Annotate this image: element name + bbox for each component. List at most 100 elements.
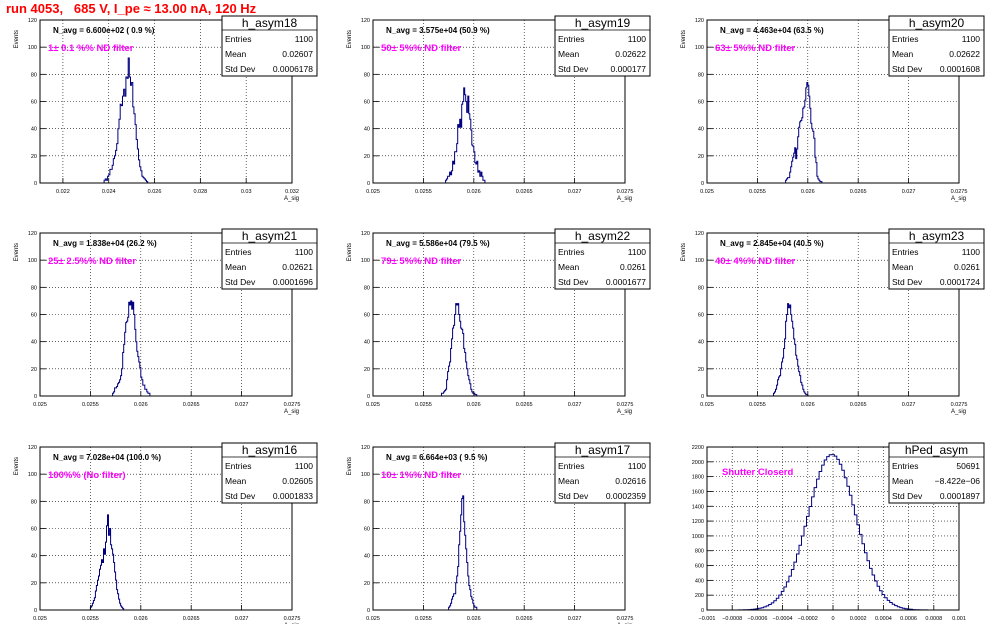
stats-label: Mean xyxy=(225,49,247,59)
y-tick-label: 120 xyxy=(361,445,370,451)
filter-label: 79± 5%% ND filter xyxy=(381,256,461,267)
histogram-line xyxy=(441,303,478,396)
histogram-pad: 0.025 0.0255 0.026 0.0265 0.027 0.0275 0 20 40 60… xyxy=(681,228,985,415)
y-tick-label: 100 xyxy=(361,258,370,264)
y-tick-label: 0 xyxy=(367,181,370,187)
stats-box xyxy=(221,15,318,77)
stats-label: Std Dev xyxy=(558,277,589,287)
x-tick-label: 0.0275 xyxy=(951,402,968,408)
y-tick-label: 0 xyxy=(701,608,704,614)
stats-box xyxy=(554,228,651,290)
stats-box xyxy=(888,228,985,290)
stats-label: Entries xyxy=(892,461,918,471)
y-tick-label: 1200 xyxy=(692,519,704,525)
x-tick-label: 0.0255 xyxy=(82,616,99,622)
filter-label: 100%% (No filter) xyxy=(48,470,126,481)
stats-label: Entries xyxy=(558,247,584,257)
x-tick-label: 0.025 xyxy=(366,189,380,195)
filter-label: 25± 2.5%% ND filter xyxy=(48,256,136,267)
histogram-pad: 0.025 0.0255 0.026 0.0265 0.027 0.0275 0 20 40 60… xyxy=(347,228,651,415)
stats-label: Std Dev xyxy=(558,64,589,74)
stats-value: −8.422e−06 xyxy=(935,476,981,486)
navg-label: N_avg = 3.575e+04 (50.9 %) xyxy=(386,26,490,35)
stats-label: Mean xyxy=(558,476,580,486)
y-axis-label: Events xyxy=(347,457,353,475)
x-tick-label: −0.001 xyxy=(699,616,716,622)
x-tick-label: 0.0275 xyxy=(951,189,968,195)
y-tick-label: 40 xyxy=(364,554,370,560)
stats-label: Mean xyxy=(892,49,914,59)
stats-box xyxy=(221,228,318,290)
x-tick-label: −0.0006 xyxy=(747,616,767,622)
y-tick-label: 1000 xyxy=(692,534,704,540)
x-tick-label: 0.026 xyxy=(801,402,815,408)
x-tick-label: 0.028 xyxy=(193,189,207,195)
histogram-name: h_asym21 xyxy=(242,229,298,243)
stats-label: Std Dev xyxy=(225,277,256,287)
x-tick-label: 0.026 xyxy=(801,189,815,195)
stats-value: 0.000177 xyxy=(611,64,647,74)
histogram-line xyxy=(112,300,151,396)
y-tick-label: 60 xyxy=(31,100,37,106)
stats-label: Entries xyxy=(558,34,584,44)
y-tick-label: 40 xyxy=(364,340,370,346)
y-tick-label: 20 xyxy=(698,367,704,373)
y-tick-label: 0 xyxy=(367,394,370,400)
y-tick-label: 120 xyxy=(28,445,37,451)
x-tick-label: 0.0265 xyxy=(850,189,867,195)
x-tick-label: 0.0265 xyxy=(516,189,533,195)
x-tick-label: 0.0255 xyxy=(415,616,432,622)
x-axis-label: A_sig xyxy=(284,409,299,415)
navg-label: N_avg = 2.845e+04 (40.5 %) xyxy=(720,239,824,248)
histogram-name: h_asym19 xyxy=(575,16,631,30)
y-tick-label: 60 xyxy=(364,100,370,106)
navg-label: N_avg = 4.463e+04 (63.5 %) xyxy=(720,26,824,35)
y-tick-label: 1800 xyxy=(692,475,704,481)
y-axis-label: Events xyxy=(681,30,687,48)
stats-label: Std Dev xyxy=(225,491,256,501)
histogram-line xyxy=(103,57,149,183)
histogram-name: h_asym17 xyxy=(575,443,631,457)
stats-value: 0.0261 xyxy=(620,262,646,272)
x-tick-label: 0.025 xyxy=(366,402,380,408)
y-tick-label: 80 xyxy=(31,72,37,78)
x-tick-label: 0.024 xyxy=(102,189,116,195)
x-tick-label: 0.03 xyxy=(241,189,252,195)
stats-value: 1100 xyxy=(962,247,981,257)
y-tick-label: 80 xyxy=(31,285,37,291)
x-axis-label: A_sig xyxy=(951,196,966,202)
histogram-name: h_asym22 xyxy=(575,229,631,243)
x-tick-label: 0.0275 xyxy=(284,616,301,622)
x-tick-label: 0.0002 xyxy=(850,616,867,622)
y-tick-label: 0 xyxy=(701,181,704,187)
y-axis-label: Events xyxy=(14,457,20,475)
x-tick-label: 0.0275 xyxy=(617,402,634,408)
stats-label: Std Dev xyxy=(225,64,256,74)
stats-box xyxy=(554,15,651,77)
y-tick-label: 0 xyxy=(34,608,37,614)
stats-label: Entries xyxy=(225,461,251,471)
y-tick-label: 80 xyxy=(364,72,370,78)
stats-box xyxy=(888,442,985,504)
stats-value: 0.02616 xyxy=(615,476,646,486)
y-tick-label: 60 xyxy=(31,313,37,319)
filter-label: 50± 5%% ND filter xyxy=(381,43,461,54)
y-tick-label: 60 xyxy=(364,527,370,533)
x-tick-label: 0.026 xyxy=(467,616,481,622)
x-tick-label: 0.027 xyxy=(235,402,249,408)
y-tick-label: 60 xyxy=(698,313,704,319)
x-tick-label: 0.0265 xyxy=(183,402,200,408)
y-tick-label: 600 xyxy=(695,564,704,570)
histogram-name: h_asym20 xyxy=(909,16,965,30)
y-tick-label: 80 xyxy=(364,499,370,505)
x-tick-label: 0.026 xyxy=(148,189,162,195)
y-tick-label: 60 xyxy=(364,313,370,319)
y-tick-label: 0 xyxy=(34,394,37,400)
x-tick-label: 0.0255 xyxy=(749,189,766,195)
stats-value: 0.02607 xyxy=(282,49,313,59)
y-axis-label: Events xyxy=(14,30,20,48)
x-tick-label: 0.001 xyxy=(952,616,966,622)
x-tick-label: 0.032 xyxy=(285,189,299,195)
y-tick-label: 20 xyxy=(364,367,370,373)
stats-label: Std Dev xyxy=(892,277,923,287)
